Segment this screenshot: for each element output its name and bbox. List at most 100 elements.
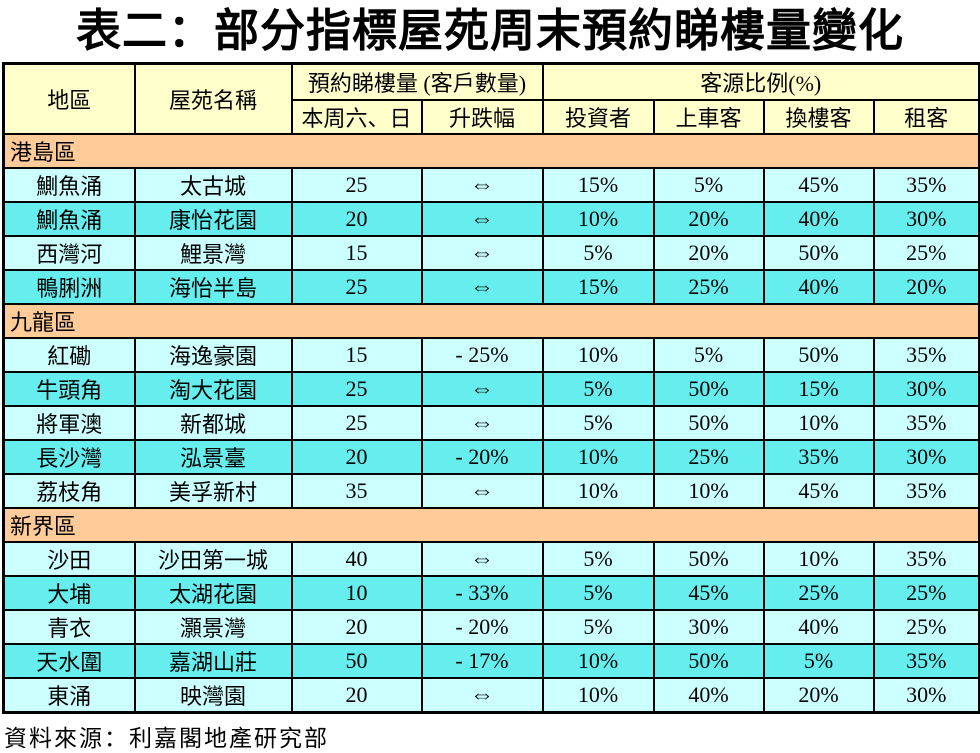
investor-cell: 5% <box>541 609 655 645</box>
first_time-cell: 50% <box>652 405 765 441</box>
upgrader-cell: 45% <box>762 473 875 509</box>
investor-cell: 10% <box>541 439 655 475</box>
header-first-time: 上車客 <box>652 99 765 135</box>
header-change: 升跌幅 <box>420 99 544 135</box>
table-row: 荔枝角 美孚新村 35 ⇔ 10% 10% 45% 35% <box>2 473 980 509</box>
tenant-cell: 25% <box>872 575 980 611</box>
table-row: 牛頭角 淘大花園 25 ⇔ 5% 50% 15% 30% <box>2 371 980 407</box>
table-row: 將軍澳 新都城 25 ⇔ 5% 50% 10% 35% <box>2 405 980 441</box>
tenant-cell: 25% <box>872 235 980 271</box>
investor-cell: 5% <box>541 541 655 577</box>
change-cell: - 17% <box>420 643 544 679</box>
weekend-cell: 20 <box>290 439 423 475</box>
first_time-cell: 40% <box>652 677 765 714</box>
weekend-cell: 25 <box>290 269 423 305</box>
investor-cell: 10% <box>541 337 655 373</box>
weekend-cell: 15 <box>290 235 423 271</box>
table-row: 青衣 灝景灣 20- 20% 5% 30% 40% 25% <box>2 609 980 645</box>
tenant-cell: 30% <box>872 439 980 475</box>
estate-cell: 沙田第一城 <box>133 541 293 577</box>
district-cell: 西灣河 <box>2 235 136 271</box>
change-cell: - 20% <box>420 609 544 645</box>
header-source-group: 客源比例(%) <box>541 62 980 101</box>
table-row: 紅磡 海逸豪園 15- 25% 10% 5% 50% 35% <box>2 337 980 373</box>
district-cell: 東涌 <box>2 677 136 714</box>
table-body: 港島區 鰂魚涌 太古城 25 ⇔ 15% 5% 45% 35% 鰂魚涌 康怡花園 20 ⇔ 10% 20% 4… <box>2 133 980 714</box>
upgrader-cell: 35% <box>762 439 875 475</box>
table-row: 長沙灣 泓景臺 20- 20% 10% 25% 35% 30% <box>2 439 980 475</box>
first_time-cell: 45% <box>652 575 765 611</box>
first_time-cell: 20% <box>652 235 765 271</box>
header-upgrader: 換樓客 <box>762 99 875 135</box>
weekend-cell: 25 <box>290 371 423 407</box>
estate-cell: 泓景臺 <box>133 439 293 475</box>
header-tenant: 租客 <box>872 99 980 135</box>
first_time-cell: 30% <box>652 609 765 645</box>
table-row: 鰂魚涌 太古城 25 ⇔ 15% 5% 45% 35% <box>2 167 980 203</box>
tenant-cell: 30% <box>872 677 980 714</box>
first_time-cell: 20% <box>652 201 765 237</box>
investor-cell: 5% <box>541 235 655 271</box>
weekend-cell: 20 <box>290 609 423 645</box>
investor-cell: 15% <box>541 269 655 305</box>
district-cell: 鴨脷洲 <box>2 269 136 305</box>
upgrader-cell: 5% <box>762 643 875 679</box>
table-row: 鰂魚涌 康怡花園 20 ⇔ 10% 20% 40% 30% <box>2 201 980 237</box>
district-cell: 長沙灣 <box>2 439 136 475</box>
upgrader-cell: 15% <box>762 371 875 407</box>
estate-cell: 海怡半島 <box>133 269 293 305</box>
header-row-columns: 本周六、日 升跌幅 投資者 上車客 換樓客 租客 <box>4 99 980 135</box>
section-label: 港島區 <box>2 133 980 169</box>
weekend-cell: 25 <box>290 405 423 441</box>
investor-cell: 10% <box>541 473 655 509</box>
section-row: 新界區 <box>2 507 980 543</box>
tenant-cell: 35% <box>872 541 980 577</box>
first_time-cell: 50% <box>652 371 765 407</box>
upgrader-cell: 20% <box>762 677 875 714</box>
tenant-cell: 35% <box>872 337 980 373</box>
investor-cell: 10% <box>541 201 655 237</box>
district-cell: 將軍澳 <box>2 405 136 441</box>
district-cell: 牛頭角 <box>2 371 136 407</box>
upgrader-cell: 50% <box>762 337 875 373</box>
district-cell: 大埔 <box>2 575 136 611</box>
change-cell: ⇔ <box>420 371 544 407</box>
weekend-cell: 15 <box>290 337 423 373</box>
change-cell: - 25% <box>420 337 544 373</box>
estate-cell: 新都城 <box>133 405 293 441</box>
section-row: 港島區 <box>2 133 980 169</box>
weekend-cell: 20 <box>290 201 423 237</box>
estate-cell: 太湖花園 <box>133 575 293 611</box>
table-row: 大埔 太湖花園 10- 33% 5% 45% 25% 25% <box>2 575 980 611</box>
tenant-cell: 35% <box>872 473 980 509</box>
estate-cell: 美孚新村 <box>133 473 293 509</box>
upgrader-cell: 25% <box>762 575 875 611</box>
first_time-cell: 50% <box>652 643 765 679</box>
district-cell: 青衣 <box>2 609 136 645</box>
section-label: 九龍區 <box>2 303 980 339</box>
header-district: 地區 <box>2 62 136 135</box>
change-cell: ⇔ <box>420 201 544 237</box>
table-row: 天水圍 嘉湖山莊 50- 17% 10% 50% 5% 35% <box>2 643 980 679</box>
district-cell: 鰂魚涌 <box>2 201 136 237</box>
estate-bookings-table: 地區 屋苑名稱 預約睇樓量 (客戶數量) 客源比例(%) 本周六、日 升跌幅 投… <box>2 62 980 714</box>
investor-cell: 5% <box>541 405 655 441</box>
section-row: 九龍區 <box>2 303 980 339</box>
table-header: 地區 屋苑名稱 預約睇樓量 (客戶數量) 客源比例(%) 本周六、日 升跌幅 投… <box>2 62 980 135</box>
tenant-cell: 35% <box>872 643 980 679</box>
page-title: 表二：部分指標屋苑周末預約睇樓量變化 <box>75 5 904 56</box>
first_time-cell: 5% <box>652 337 765 373</box>
tenant-cell: 30% <box>872 371 980 407</box>
upgrader-cell: 40% <box>762 269 875 305</box>
estate-cell: 太古城 <box>133 167 293 203</box>
table-row: 沙田 沙田第一城 40 ⇔ 5% 50% 10% 35% <box>2 541 980 577</box>
change-cell: ⇔ <box>420 473 544 509</box>
header-investor: 投資者 <box>541 99 655 135</box>
header-row-groups: 地區 屋苑名稱 預約睇樓量 (客戶數量) 客源比例(%) <box>2 62 980 135</box>
upgrader-cell: 40% <box>762 201 875 237</box>
table-row: 西灣河 鯉景灣 15 ⇔ 5% 20% 50% 25% <box>2 235 980 271</box>
first_time-cell: 25% <box>652 439 765 475</box>
first_time-cell: 25% <box>652 269 765 305</box>
estate-cell: 灝景灣 <box>133 609 293 645</box>
investor-cell: 5% <box>541 371 655 407</box>
